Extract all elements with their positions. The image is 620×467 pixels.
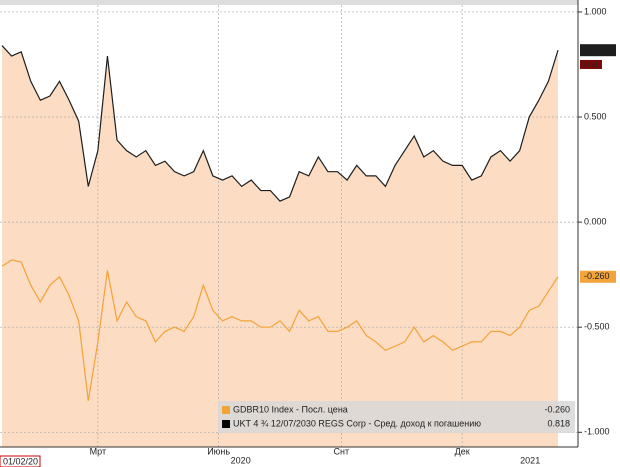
value-tag-label: 0.818	[584, 45, 607, 55]
y-tick-label: -0.500	[584, 322, 610, 332]
legend-label: GDBR10 Index - Посл. цена	[233, 404, 348, 414]
legend	[218, 401, 575, 433]
line	[1, 45, 559, 202]
toolbar	[0, 0, 578, 5]
start-label-box	[0, 455, 41, 467]
start-label: 01/02/20	[3, 456, 38, 466]
area	[2, 45, 558, 447]
y-tick-label: 1.000	[584, 6, 607, 16]
value-tag	[580, 44, 616, 57]
y-tick-label: 0.500	[584, 111, 607, 121]
legend-swatch	[222, 406, 230, 414]
value-tag	[580, 270, 616, 283]
y-tick-label: 0.000	[584, 216, 607, 226]
legend-value: -0.260	[544, 404, 570, 414]
legend-swatch	[222, 420, 230, 428]
value-tag-label: -0.260	[584, 271, 610, 281]
x-tick-label: Дек	[455, 446, 470, 456]
annotation-tag	[580, 59, 602, 69]
x-tick-label: Мрт	[90, 446, 106, 456]
x-tick-label: Июнь	[207, 446, 230, 456]
line	[1, 259, 559, 401]
year-label: 2020	[231, 455, 251, 465]
annotation-label: 0.781	[581, 62, 599, 69]
year-label: 2021	[520, 455, 540, 465]
y-tick-label: -1.000	[584, 427, 610, 437]
legend-label: UKT 4 ¾ 12/07/2030 REGS Corp - Сред. дох…	[233, 418, 481, 428]
x-tick-label: Снт	[334, 446, 350, 456]
legend-value: 0.818	[547, 418, 570, 428]
